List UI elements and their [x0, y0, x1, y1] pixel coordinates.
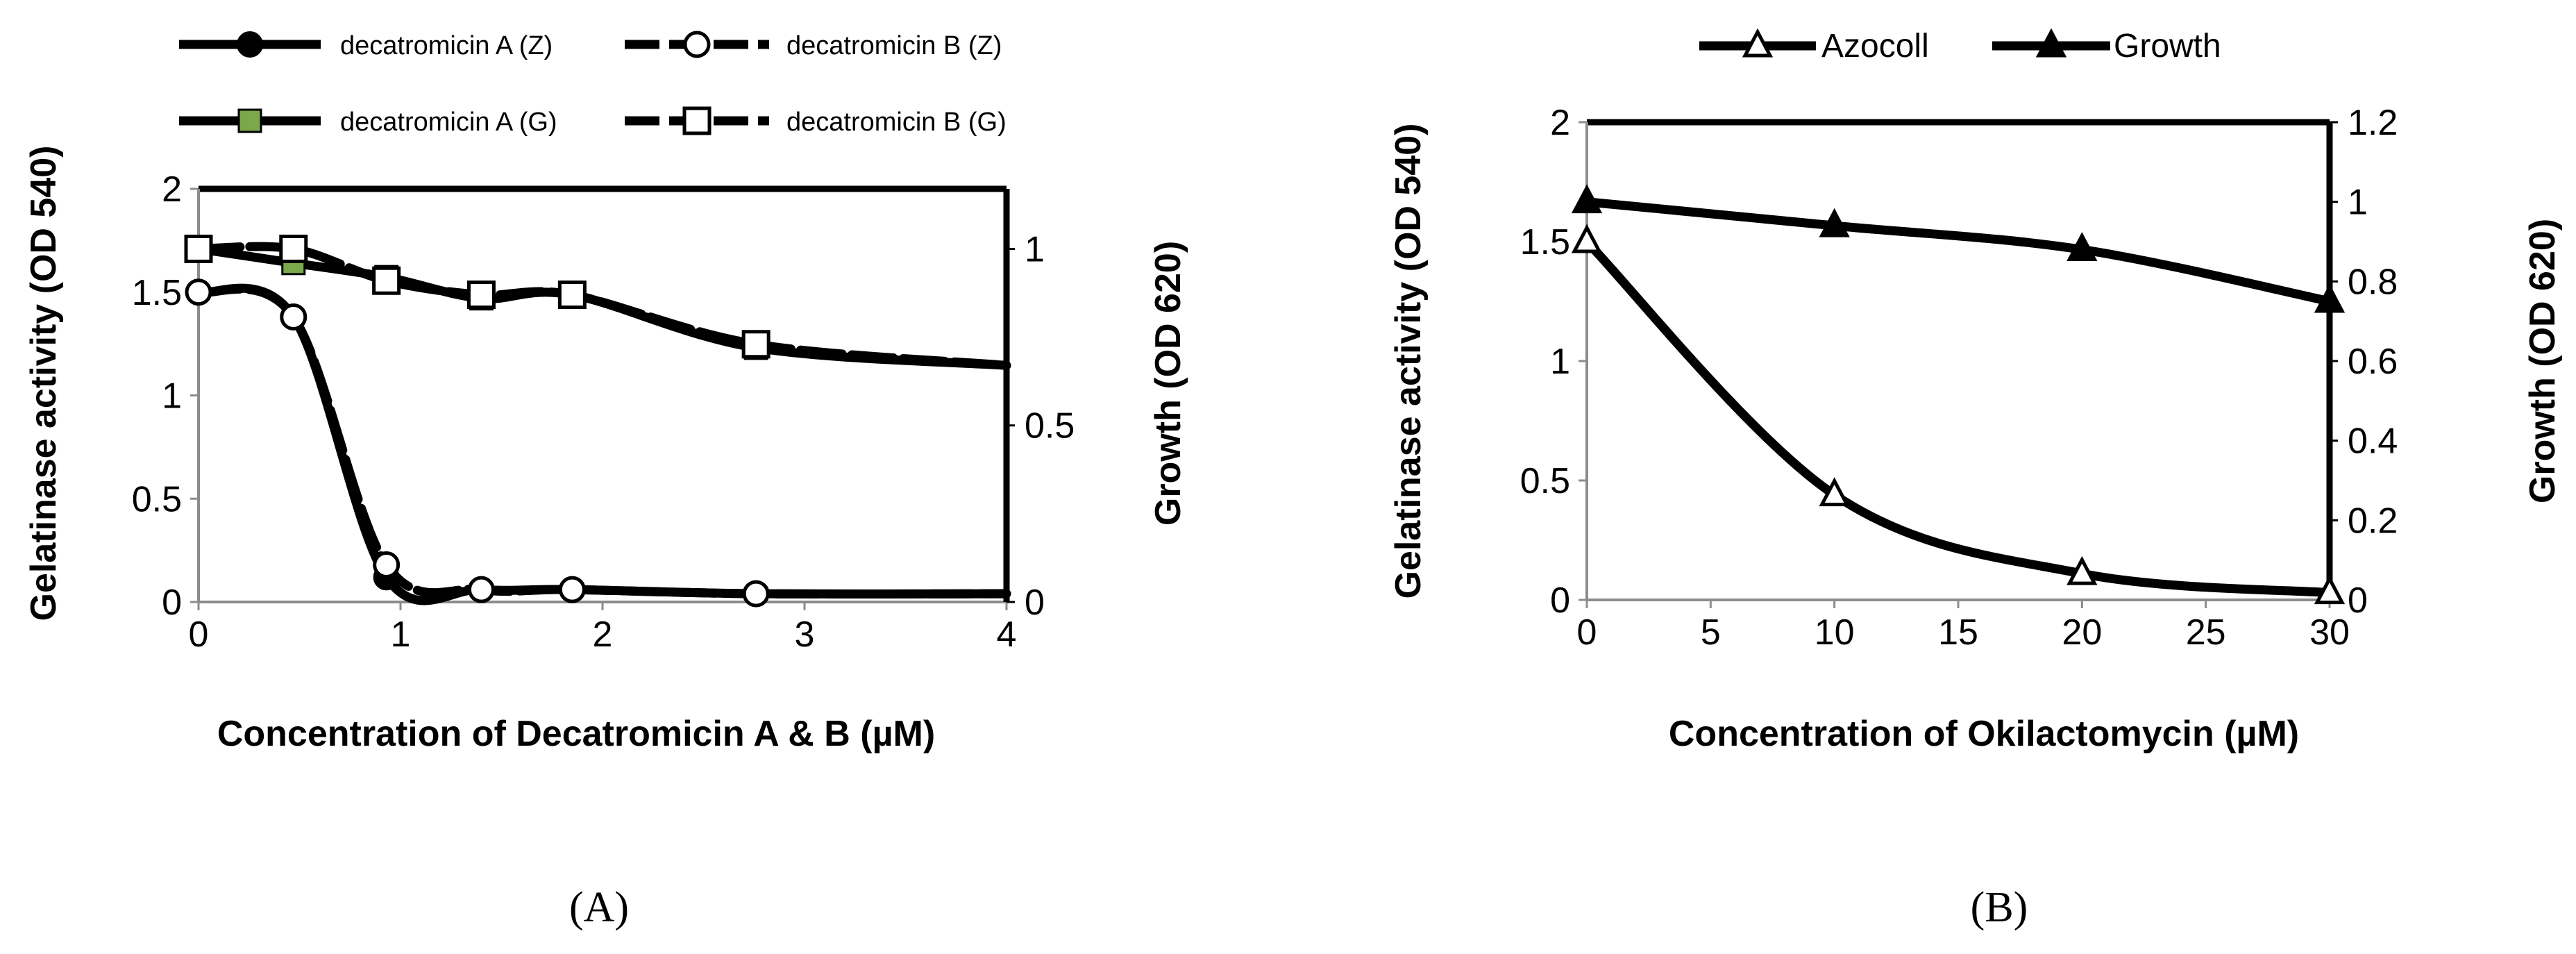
legend-b: Azocoll Growth	[1699, 28, 2221, 65]
y2-tick-label: 1.2	[2348, 103, 2398, 143]
y2-tick-label: 0.8	[2348, 262, 2398, 302]
legend-label: decatromicin B (Z)	[786, 31, 1002, 60]
legend-marker	[2035, 28, 2067, 58]
x-tick-label: 0	[189, 614, 209, 655]
series-decatromicin-a-z	[185, 278, 1011, 608]
legend-item-growth: Growth	[1992, 28, 2221, 65]
data-point	[742, 580, 770, 608]
y-tick-label: 0	[1550, 580, 1570, 621]
y-axis-title-b: Gelatinase activity (OD 540)	[1388, 124, 1429, 599]
data-point	[185, 278, 212, 306]
legend-label: Growth	[2114, 28, 2221, 65]
data-point	[466, 281, 496, 310]
series-azocoll	[1571, 224, 2346, 605]
y-tick-label: 1	[1550, 342, 1570, 382]
legend-marker	[683, 31, 711, 58]
series-a	[184, 234, 1011, 608]
legend-marker	[1742, 28, 1774, 58]
legend-label: Azocoll	[1821, 28, 1929, 65]
legend-label: decatromicin A (G)	[340, 108, 557, 137]
data-point	[558, 576, 586, 603]
y2-tick-label: 1	[1025, 229, 1045, 269]
data-point	[1571, 224, 1603, 253]
series-line	[194, 244, 1011, 370]
y-tick-label: 0.5	[1520, 461, 1570, 501]
y-tick-label: 2	[162, 169, 182, 210]
y2-tick-label: 0.6	[2348, 342, 2398, 382]
data-point	[741, 330, 771, 359]
data-point	[557, 281, 587, 310]
data-point	[2066, 232, 2098, 261]
x-axis-title-a: Concentration of Decatromicin A & B (µM)	[217, 714, 935, 754]
data-point	[2066, 555, 2098, 585]
y2-tick-label: 0.4	[2348, 421, 2398, 462]
y-tick-label: 0.5	[132, 479, 182, 519]
series-line	[194, 283, 1011, 605]
series-line	[194, 284, 1011, 599]
legend-item-decatromicin-a-z: decatromicin A (Z)	[179, 31, 553, 60]
legend-item-azocoll: Azocoll	[1699, 28, 1929, 65]
y-axis-title-a: Gelatinase activity (OD 540)	[24, 146, 64, 621]
legend-marker	[237, 108, 262, 133]
data-point	[373, 551, 401, 578]
x-axis-title-b: Concentration of Okilactomycin (µM)	[1669, 714, 2299, 754]
x-tick-label: 20	[2062, 612, 2102, 653]
data-point	[1819, 477, 1850, 507]
chart-panel-b: Azocoll Growth 0 5 10 15 20 25 3000.511.5200.2…	[1388, 28, 2563, 931]
series-decatromicin-b-g	[184, 234, 1011, 370]
data-point	[372, 266, 401, 295]
y2-tick-label: 0.2	[2348, 501, 2398, 541]
data-point	[280, 303, 308, 330]
chart-panel-a: decatromicin A (Z) decatromicin B (Z) de…	[24, 31, 1188, 931]
x-tick-label: 30	[2309, 612, 2350, 653]
series-decatromicin-b-z	[185, 278, 1011, 608]
data-point	[1571, 184, 1603, 214]
x-tick-label: 5	[1701, 612, 1721, 653]
y2-tick-label: 0	[2348, 580, 2368, 621]
data-point	[467, 576, 495, 603]
legend-item-decatromicin-b-g: decatromicin B (G)	[625, 106, 1007, 137]
x-tick-label: 10	[1815, 612, 1855, 653]
x-tick-label: 2	[593, 614, 613, 655]
y2-axis-title-b: Growth (OD 620)	[2523, 219, 2563, 503]
series-b	[1571, 184, 2346, 605]
legend-a: decatromicin A (Z) decatromicin B (Z) de…	[179, 31, 1007, 137]
x-tick-label: 0	[1577, 612, 1597, 653]
x-tick-label: 3	[795, 614, 815, 655]
x-tick-label: 1	[391, 614, 411, 655]
legend-item-decatromicin-b-z: decatromicin B (Z)	[625, 31, 1002, 60]
y-tick-label: 2	[1550, 103, 1570, 143]
data-point	[2314, 283, 2346, 313]
series-growth	[1571, 184, 2346, 313]
panel-label-b: (B)	[1971, 884, 2028, 931]
data-point	[1819, 208, 1850, 237]
y-tick-label: 1	[162, 376, 182, 417]
data-point	[279, 234, 308, 263]
panel-label-a: (A)	[569, 884, 629, 931]
y-tick-label: 1.5	[1520, 222, 1570, 262]
x-tick-label: 25	[2186, 612, 2226, 653]
legend-item-decatromicin-a-g: decatromicin A (G)	[179, 108, 557, 137]
data-point	[184, 234, 213, 263]
y2-tick-label: 0	[1025, 583, 1045, 623]
y2-tick-label: 0.5	[1025, 406, 1075, 446]
y-tick-label: 1.5	[132, 273, 182, 313]
x-tick-label: 15	[1938, 612, 1978, 653]
legend-label: decatromicin A (Z)	[340, 31, 553, 60]
series-line	[1582, 237, 2334, 598]
legend-label: decatromicin B (G)	[786, 108, 1007, 137]
series-line	[1582, 197, 2334, 306]
legend-marker	[682, 106, 712, 135]
y2-axis-title-a: Growth (OD 620)	[1148, 241, 1188, 526]
legend-marker	[237, 31, 263, 58]
y2-tick-label: 1	[2348, 183, 2368, 223]
data-point	[2314, 575, 2346, 605]
y-tick-label: 0	[162, 583, 182, 623]
x-tick-label: 4	[997, 614, 1017, 655]
